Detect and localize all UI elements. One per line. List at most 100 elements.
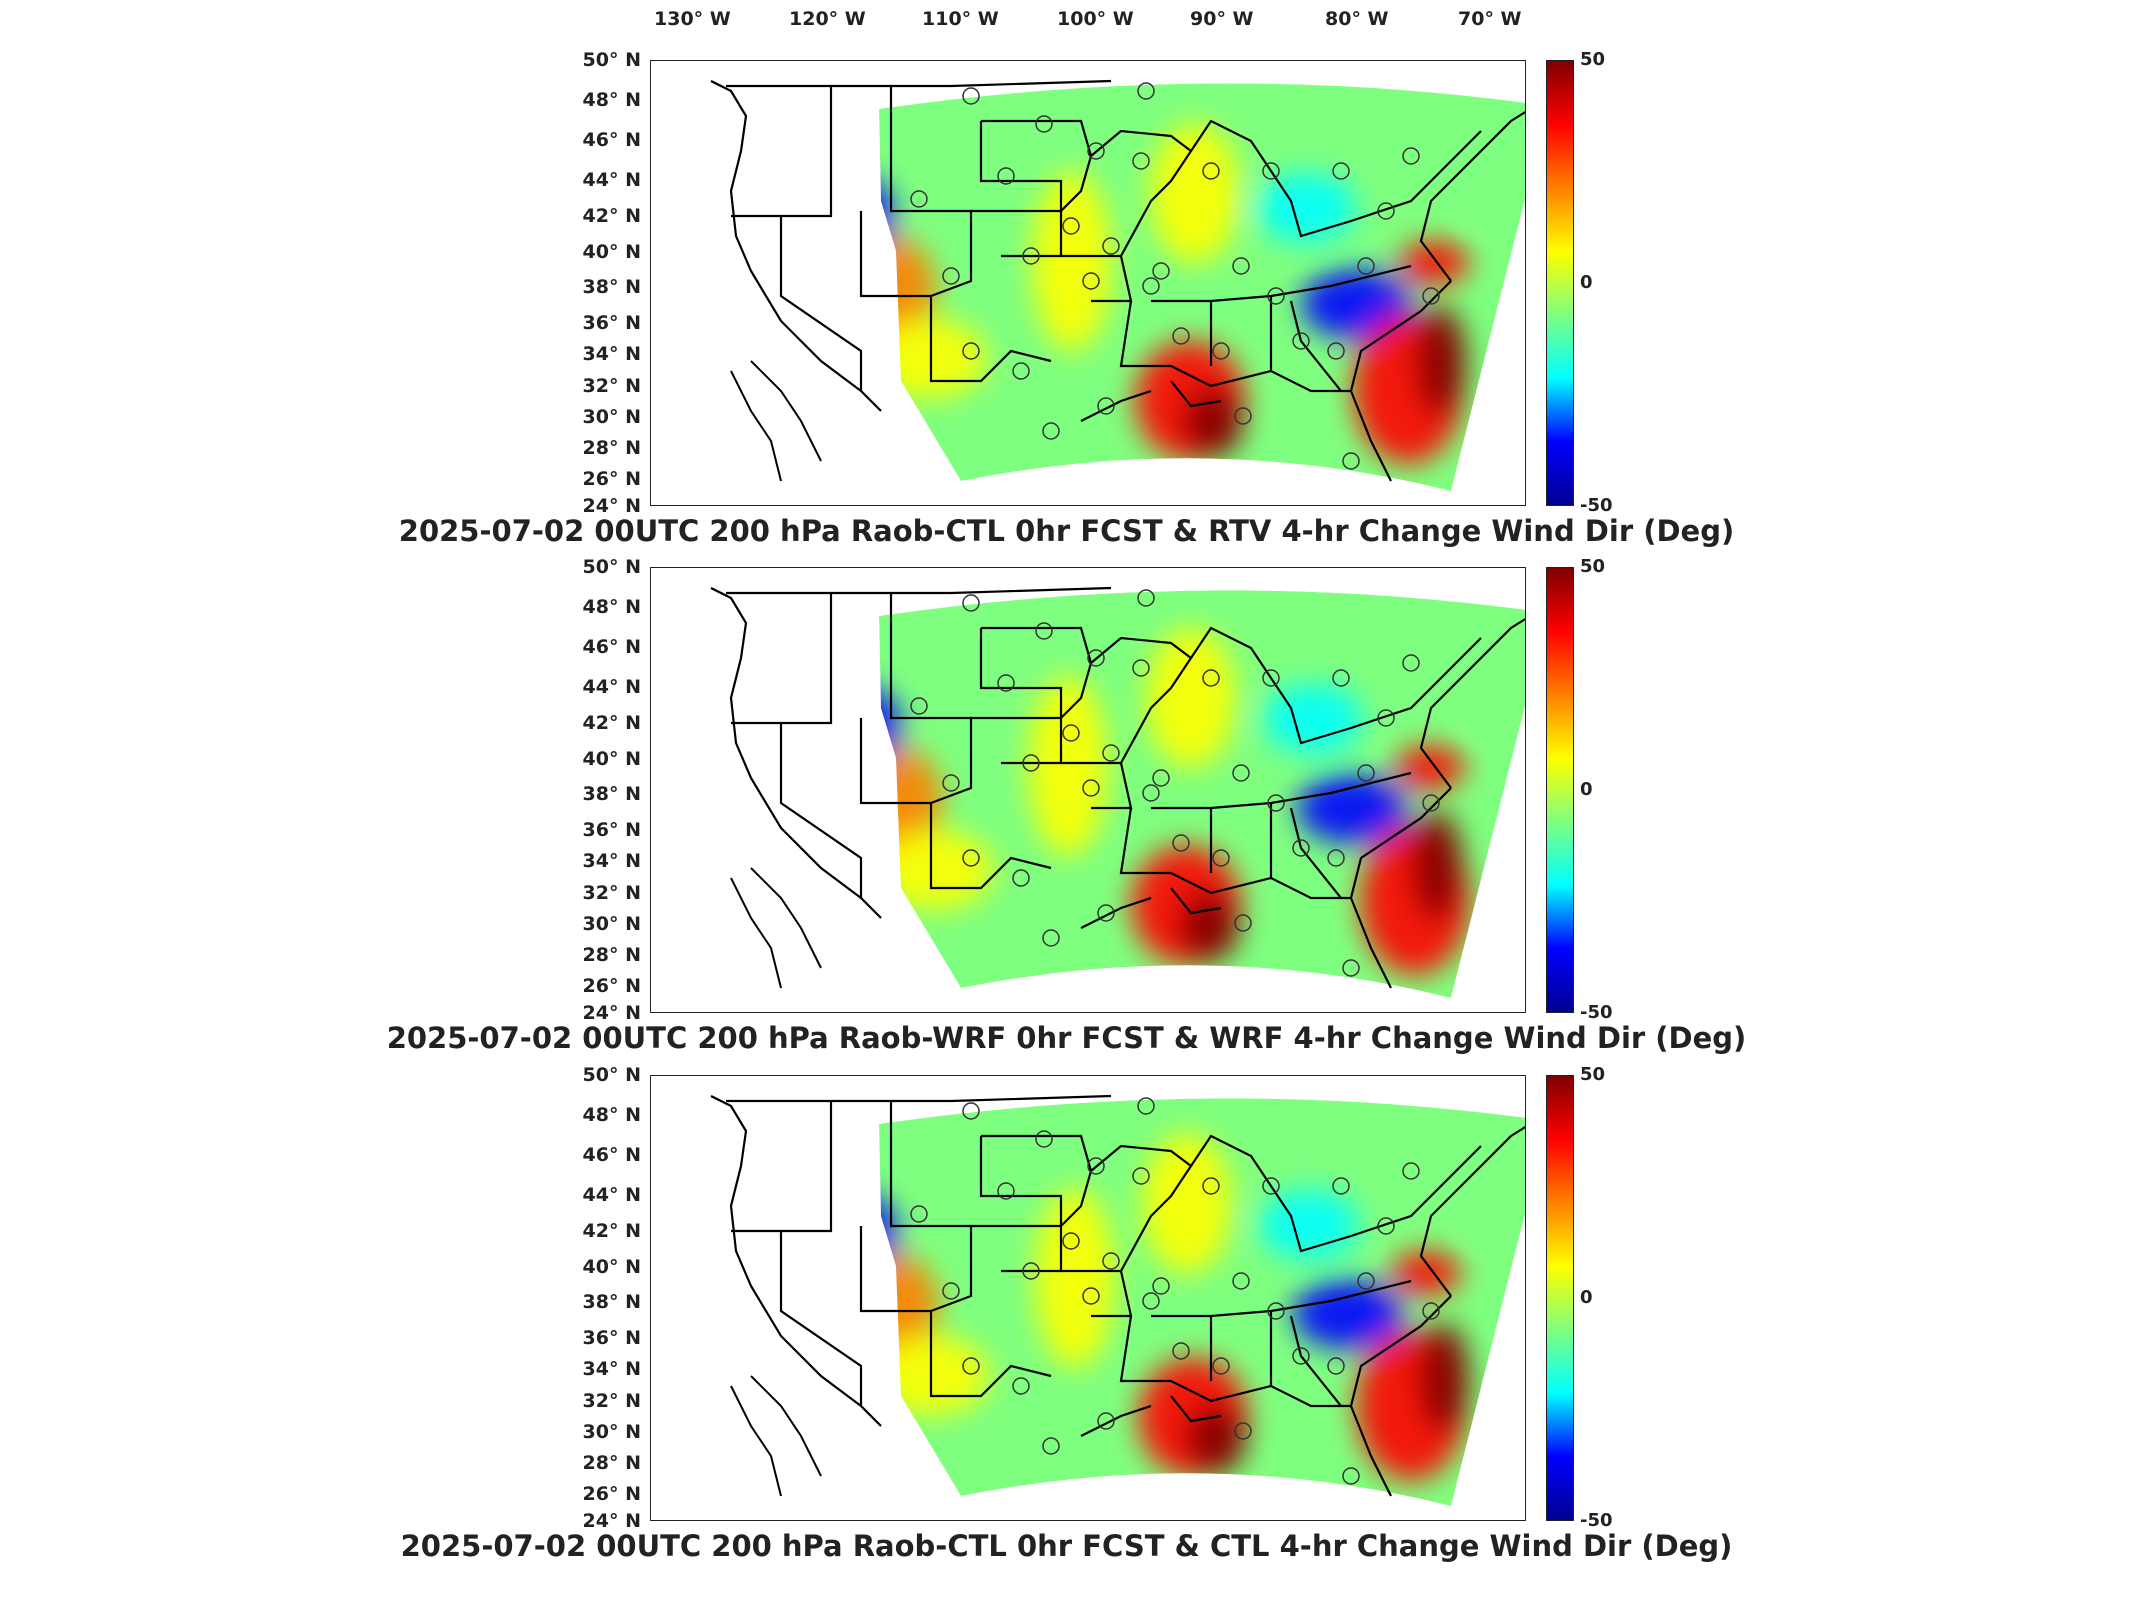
boundary-line xyxy=(1119,787,1452,900)
raob-station-marker xyxy=(1212,1357,1230,1375)
boundary-line xyxy=(1419,110,1525,282)
boundary-line xyxy=(859,718,931,805)
field-blob xyxy=(1297,773,1407,844)
field-blob xyxy=(1416,306,1466,416)
field-blob xyxy=(1459,99,1525,220)
colorbar xyxy=(1546,567,1574,1013)
field-blob xyxy=(1028,676,1108,857)
baja-coast xyxy=(730,877,782,989)
latitude-label: 32° N xyxy=(582,1389,641,1412)
raob-station-marker xyxy=(1042,929,1060,947)
boundary-line xyxy=(779,723,863,898)
latitude-label: 44° N xyxy=(582,169,641,192)
latitude-label: 44° N xyxy=(582,676,641,699)
latitude-label: 44° N xyxy=(582,1184,641,1207)
boundary-line xyxy=(731,86,833,218)
raob-station-marker xyxy=(997,167,1015,185)
raob-station-marker xyxy=(1137,1097,1155,1115)
field-blob xyxy=(1179,891,1239,962)
field-blob xyxy=(879,169,894,260)
panel-title: 2025-07-02 00UTC 200 hPa Raob-CTL 0hr FC… xyxy=(400,1529,1733,1563)
field-blob xyxy=(1391,1251,1461,1295)
field-blob xyxy=(1399,240,1469,285)
longitude-axis-labels: 130° W 120° W 110° W 100° W 90° W 80° W 70° W xyxy=(0,0,2133,40)
field-blob xyxy=(1412,810,1462,921)
raob-station-marker xyxy=(1132,1167,1150,1185)
longitude-label: 100° W xyxy=(1057,8,1134,30)
boundary-line xyxy=(1170,1395,1222,1423)
latitude-label: 38° N xyxy=(582,276,641,299)
raob-station-marker xyxy=(1357,1272,1375,1290)
boundary-line xyxy=(1349,390,1392,482)
raob-station-marker xyxy=(1422,287,1440,305)
boundary-lines xyxy=(710,79,1525,482)
mainland-coast xyxy=(750,1375,822,1477)
boundary-line xyxy=(1349,1405,1392,1497)
boundary-line xyxy=(1289,807,1342,899)
raob-station-marker xyxy=(1234,1422,1252,1440)
wind-direction-map xyxy=(650,60,1526,506)
longitude-label: 110° W xyxy=(922,8,999,30)
latitude-label: 40° N xyxy=(582,240,641,263)
longitude-label: 130° W xyxy=(654,8,731,30)
boundary-line xyxy=(1119,1295,1452,1408)
raob-station-marker xyxy=(1097,904,1115,922)
raob-station-marker xyxy=(1342,959,1360,977)
boundary-line xyxy=(929,1311,1052,1398)
boundary-line xyxy=(1190,119,1482,238)
raob-station-marker xyxy=(1062,724,1080,742)
raob-station-marker xyxy=(1035,115,1053,133)
field-blob xyxy=(879,829,994,910)
raob-station-marker xyxy=(1232,257,1250,275)
raob-station-marker xyxy=(1232,1272,1250,1290)
raob-station-marker xyxy=(1042,1437,1060,1455)
boundary-line xyxy=(1289,1315,1342,1407)
field-blob xyxy=(1256,173,1356,243)
latitude-label: 24° N xyxy=(582,495,641,517)
field-blob xyxy=(1146,628,1236,768)
raob-station-marker xyxy=(1332,669,1350,687)
latitude-label: 50° N xyxy=(582,556,641,578)
mainland-coast xyxy=(750,867,822,969)
latitude-label: 36° N xyxy=(582,1327,641,1350)
raob-station-marker xyxy=(962,1357,980,1375)
boundary-line xyxy=(1190,626,1482,745)
latitude-label: 28° N xyxy=(582,944,641,967)
wind-field xyxy=(879,83,1525,491)
raob-station-marker xyxy=(1142,1292,1160,1310)
boundary-line xyxy=(1061,761,1133,810)
raob-station-marker xyxy=(1377,202,1395,220)
raob-station-marker xyxy=(1137,82,1155,100)
raob-station-marker xyxy=(1042,422,1060,440)
baja-coast xyxy=(730,370,782,482)
latitude-label: 26° N xyxy=(582,468,641,491)
raob-station-marker xyxy=(1267,794,1285,812)
raob-station-marker xyxy=(942,267,960,285)
raob-station-marker xyxy=(1234,407,1252,425)
boundary-line xyxy=(1080,389,1152,422)
raob-station-marker xyxy=(962,342,980,360)
boundary-line xyxy=(710,587,882,919)
field-blob xyxy=(1466,611,1525,731)
latitude-label: 42° N xyxy=(582,1220,641,1243)
raob-station-marker xyxy=(962,1102,980,1120)
raob-station-marker xyxy=(1022,1262,1040,1280)
raob-station-marker xyxy=(1202,669,1220,687)
raob-station-marker xyxy=(962,87,980,105)
boundary-line xyxy=(971,1224,1063,1273)
latitude-label: 46° N xyxy=(582,1144,641,1167)
longitude-label: 90° W xyxy=(1190,8,1254,30)
raob-station-marker xyxy=(1262,162,1280,180)
raob-station-marker xyxy=(1202,1177,1220,1195)
latitude-label: 30° N xyxy=(582,912,641,935)
latitude-label: 38° N xyxy=(582,1291,641,1314)
raob-station-marker xyxy=(1022,247,1040,265)
boundary-line xyxy=(979,121,1063,211)
colorbar-tick-label: 50 xyxy=(1580,556,1606,577)
boundary-line xyxy=(731,593,833,725)
latitude-label: 28° N xyxy=(582,437,641,460)
boundary-line xyxy=(971,716,1063,765)
raob-station-marker xyxy=(1332,162,1350,180)
boundary-line xyxy=(929,803,1052,890)
raob-station-marker xyxy=(1327,849,1345,867)
